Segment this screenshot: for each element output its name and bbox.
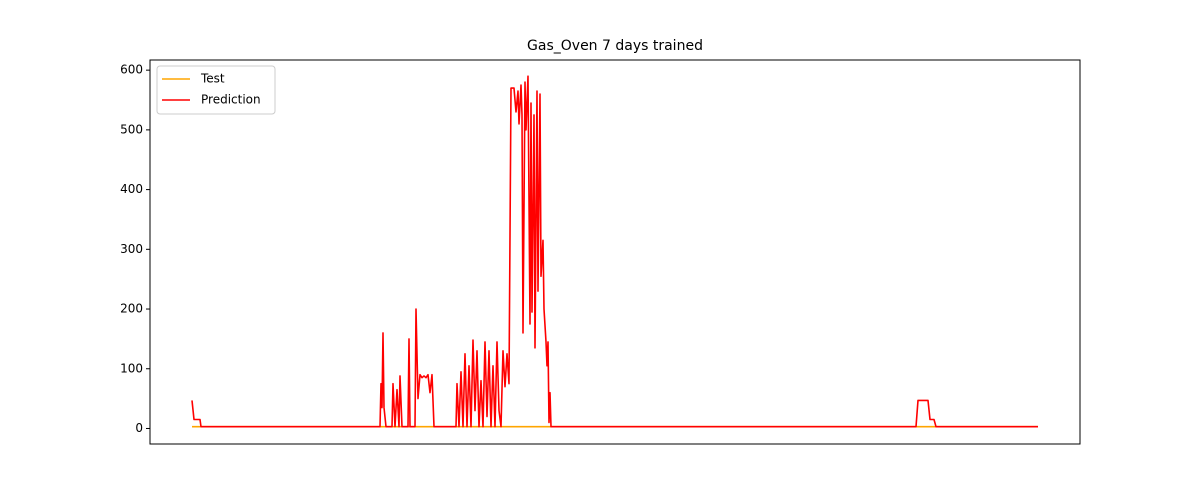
y-tick-label: 300 — [120, 242, 143, 256]
legend-label: Prediction — [201, 93, 261, 107]
y-tick-label: 500 — [120, 122, 143, 136]
series-line — [191, 75, 1038, 428]
legend: Test Prediction — [156, 65, 276, 115]
y-tick-label: 200 — [120, 302, 143, 316]
y-tick-label: 0 — [135, 421, 143, 435]
legend-box — [156, 65, 276, 115]
plot-frame — [149, 59, 1081, 445]
y-tick-label: 400 — [120, 182, 143, 196]
legend-label: Test — [200, 72, 225, 86]
y-tick-label: 600 — [120, 63, 143, 77]
y-tick-label: 100 — [120, 361, 143, 375]
chart-title: Gas_Oven 7 days trained — [527, 38, 703, 54]
